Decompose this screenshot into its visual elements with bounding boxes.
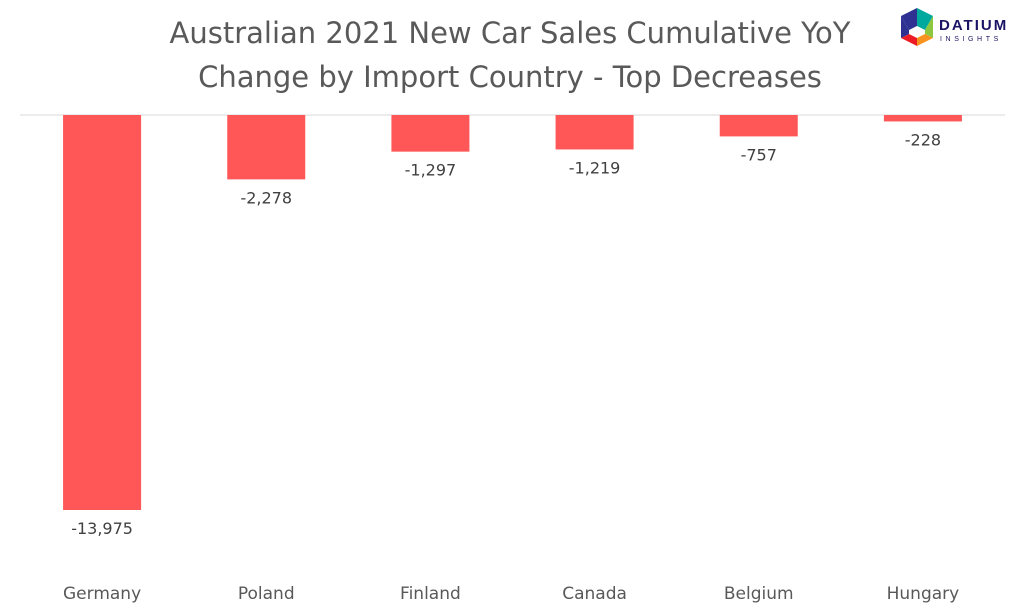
bar-germany bbox=[63, 115, 142, 510]
logo-mark-segment bbox=[901, 16, 909, 38]
logo-tagline: INSIGHTS bbox=[940, 36, 1002, 43]
bar-canada bbox=[555, 115, 634, 150]
logo-mark-segment bbox=[901, 8, 917, 30]
value-label-germany: -13,975 bbox=[71, 519, 133, 538]
bar-finland bbox=[391, 115, 470, 152]
category-label-hungary: Hungary bbox=[887, 584, 960, 604]
value-label-finland: -1,297 bbox=[405, 161, 457, 180]
category-label-belgium: Belgium bbox=[724, 584, 794, 604]
bar-poland bbox=[227, 115, 306, 180]
value-label-poland: -2,278 bbox=[240, 188, 292, 207]
value-label-hungary: -228 bbox=[905, 130, 941, 149]
value-label-canada: -1,219 bbox=[569, 158, 621, 177]
category-label-poland: Poland bbox=[238, 584, 295, 604]
category-label-finland: Finland bbox=[400, 584, 461, 604]
chart-title-line-1: Australian 2021 New Car Sales Cumulative… bbox=[169, 16, 851, 50]
bar-belgium bbox=[719, 115, 798, 137]
value-label-belgium: -757 bbox=[741, 145, 777, 164]
category-label-germany: Germany bbox=[63, 584, 141, 604]
logo-mark-segment bbox=[901, 34, 917, 46]
category-label-canada: Canada bbox=[562, 584, 627, 604]
logo-mark-segment bbox=[917, 8, 933, 30]
datium-insights-logo: DATIUM INSIGHTS bbox=[901, 8, 1008, 46]
logo-name: DATIUM bbox=[939, 17, 1008, 34]
logo-mark-segment bbox=[917, 34, 933, 46]
bar-hungary bbox=[883, 115, 962, 122]
chart-title-line-2: Change by Import Country - Top Decreases bbox=[198, 60, 822, 94]
logo-mark-segment bbox=[925, 16, 933, 38]
